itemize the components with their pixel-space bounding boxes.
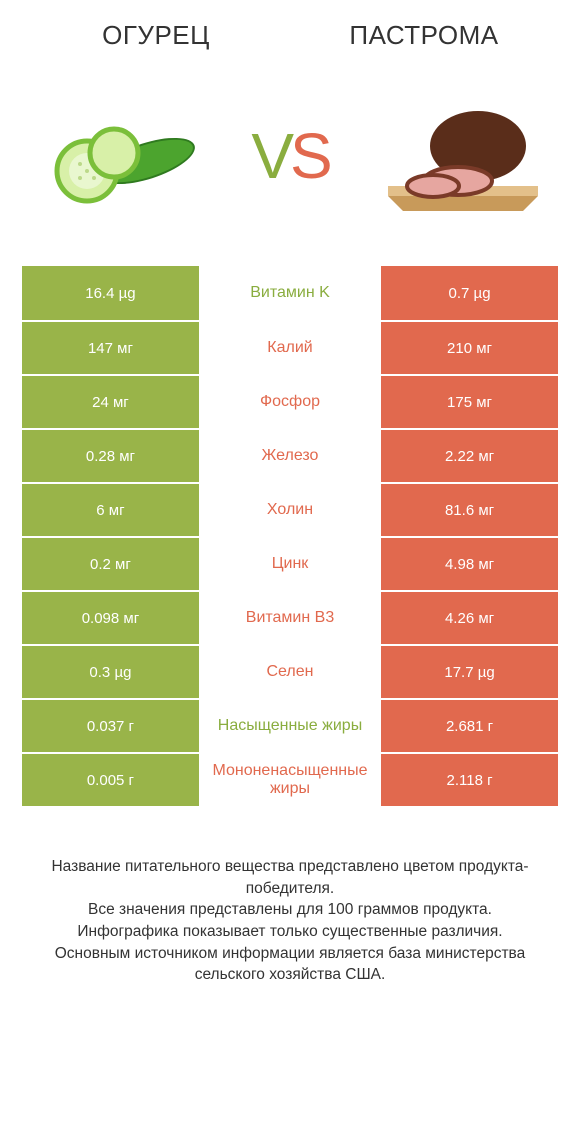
right-value: 4.26 мг <box>381 592 558 644</box>
right-value: 4.98 мг <box>381 538 558 590</box>
right-value: 0.7 µg <box>381 266 558 320</box>
table-row: 24 мгФосфор175 мг <box>22 374 558 428</box>
table-row: 0.037 гНасыщенные жиры2.681 г <box>22 698 558 752</box>
right-value: 81.6 мг <box>381 484 558 536</box>
table-row: 6 мгХолин81.6 мг <box>22 482 558 536</box>
titles-row: ОГУРЕЦ ПАСТРОМА <box>22 20 558 51</box>
table-row: 0.28 мгЖелезо2.22 мг <box>22 428 558 482</box>
right-value: 17.7 µg <box>381 646 558 698</box>
cucumber-image <box>32 91 202 221</box>
left-value: 6 мг <box>22 484 199 536</box>
nutrient-label: Холин <box>199 484 381 536</box>
left-value: 0.005 г <box>22 754 199 806</box>
left-value: 24 мг <box>22 376 199 428</box>
right-title: ПАСТРОМА <box>290 20 558 51</box>
left-value: 0.2 мг <box>22 538 199 590</box>
nutrient-label: Селен <box>199 646 381 698</box>
comparison-table: 16.4 µgВитамин K0.7 µg147 мгКалий210 мг2… <box>22 266 558 806</box>
right-value: 2.118 г <box>381 754 558 806</box>
left-value: 0.037 г <box>22 700 199 752</box>
table-row: 16.4 µgВитамин K0.7 µg <box>22 266 558 320</box>
right-value: 2.22 мг <box>381 430 558 482</box>
left-value: 0.3 µg <box>22 646 199 698</box>
left-value: 0.098 мг <box>22 592 199 644</box>
nutrient-label: Цинк <box>199 538 381 590</box>
table-row: 0.3 µgСелен17.7 µg <box>22 644 558 698</box>
right-value: 175 мг <box>381 376 558 428</box>
table-row: 0.2 мгЦинк4.98 мг <box>22 536 558 590</box>
table-row: 147 мгКалий210 мг <box>22 320 558 374</box>
left-value: 147 мг <box>22 322 199 374</box>
nutrient-label: Витамин B3 <box>199 592 381 644</box>
left-value: 0.28 мг <box>22 430 199 482</box>
hero-row: VS <box>22 91 558 221</box>
right-value: 210 мг <box>381 322 558 374</box>
vs-s: S <box>290 120 329 192</box>
left-title: ОГУРЕЦ <box>22 20 290 51</box>
nutrient-label: Витамин K <box>199 266 381 320</box>
vs-v: V <box>251 120 290 192</box>
pastrami-image <box>378 91 548 221</box>
vs-label: VS <box>251 119 328 193</box>
footnote-text: Название питательного вещества представл… <box>22 856 558 986</box>
table-row: 0.005 гМононенасыщенные жиры2.118 г <box>22 752 558 806</box>
nutrient-label: Насыщенные жиры <box>199 700 381 752</box>
right-value: 2.681 г <box>381 700 558 752</box>
left-value: 16.4 µg <box>22 266 199 320</box>
nutrient-label: Калий <box>199 322 381 374</box>
nutrient-label: Железо <box>199 430 381 482</box>
nutrient-label: Мононенасыщенные жиры <box>199 754 381 806</box>
nutrient-label: Фосфор <box>199 376 381 428</box>
table-row: 0.098 мгВитамин B34.26 мг <box>22 590 558 644</box>
